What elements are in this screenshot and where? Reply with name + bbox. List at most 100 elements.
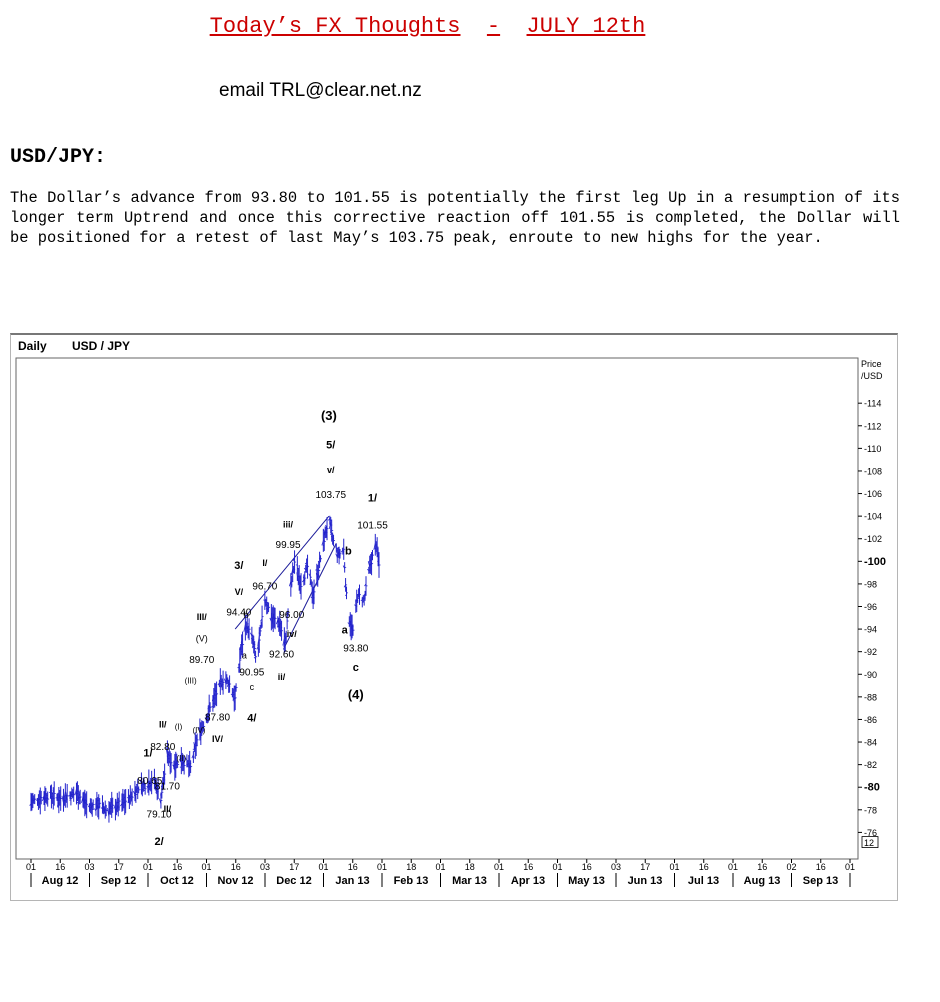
price-bar-open [107, 807, 110, 817]
price-bar-open [115, 799, 118, 801]
price-bar-open [199, 728, 203, 732]
price-bar-open [149, 781, 152, 784]
price-bar-open [75, 792, 78, 794]
wave-annotation: (V) [196, 634, 208, 644]
price-bar-open [165, 746, 168, 756]
price-bar-open [36, 798, 39, 805]
y-tick-label: -78 [864, 805, 877, 815]
price-bar-open [96, 805, 100, 809]
wave-annotation: 90.95 [239, 667, 264, 678]
price-bar-open [341, 548, 345, 554]
y-tick-label: -86 [864, 715, 877, 725]
wave-annotation: 81.70 [155, 781, 180, 792]
price-chart: (3) 5/v/103.75 1/101.55 b a 93.80 c (4) iii/99.9… [15, 339, 886, 887]
price-bar-open [100, 807, 103, 809]
price-bar-open [264, 603, 267, 606]
wave-annotation: III/ [197, 612, 208, 622]
price-bar-open [362, 597, 365, 600]
x-month-label: Mar 13 [452, 875, 487, 887]
price-bar-open [185, 758, 188, 761]
price-bar-open [329, 533, 332, 535]
wave-annotation: II/ [164, 804, 172, 814]
price-bar-open [367, 561, 371, 567]
price-bar-open [136, 783, 138, 786]
x-month-label: Dec 12 [276, 875, 311, 887]
price-bar-open [44, 798, 48, 802]
price-bar-open [264, 601, 267, 604]
price-bar-open [336, 549, 339, 552]
price-bar-open [133, 791, 136, 796]
wave-annotation: 79.10 [147, 810, 172, 821]
wave-annotation: (II) [176, 754, 186, 763]
price-bar-open [194, 742, 197, 746]
price-bar-open [173, 761, 177, 769]
plot-area-border [15, 357, 859, 860]
x-day-tick-label: 01 [143, 862, 153, 872]
price-bar-open [137, 787, 139, 790]
price-bar-open [257, 635, 260, 647]
x-day-tick-label: 03 [611, 862, 621, 872]
wave-annotation: 92.60 [269, 649, 294, 660]
price-bar-open [219, 678, 222, 681]
x-day-tick-label: 16 [231, 862, 241, 872]
wave-annotation: 93.80 [343, 644, 368, 655]
price-bar-open [71, 792, 75, 799]
price-bar-open [61, 795, 64, 804]
price-bar-open [299, 580, 302, 590]
page-title-date: JULY 12th [526, 14, 646, 39]
wave-annotation: 96.70 [252, 582, 277, 593]
price-bar-open [245, 625, 248, 628]
wave-annotation: 103.75 [315, 490, 346, 501]
price-bar-open [159, 792, 163, 796]
price-bar-open [207, 707, 210, 710]
price-bar-open [122, 796, 126, 800]
price-bar-open [328, 518, 331, 521]
page-title: Today’s FX Thoughts - JULY 12th [0, 14, 855, 39]
price-bar-open [310, 596, 313, 599]
price-bar-open [302, 579, 305, 583]
price-bar-open [135, 789, 138, 791]
x-month-label: Oct 12 [160, 875, 194, 887]
wave-annotation: iv/ [287, 629, 298, 639]
x-month-label: Feb 13 [394, 875, 429, 887]
price-bar-open [308, 573, 311, 577]
commentary-paragraph: The Dollar’s advance from 93.80 to 101.5… [10, 189, 900, 247]
x-day-tick-label: 01 [669, 862, 679, 872]
price-bar-open [369, 561, 372, 566]
price-bar-open [57, 793, 61, 802]
x-day-tick-label: 03 [260, 862, 270, 872]
price-bar-open [50, 796, 53, 801]
wave-annotation: V/ [235, 587, 244, 597]
price-bar-open [186, 762, 190, 766]
price-bar-open [305, 565, 308, 570]
x-month-label: Jun 13 [628, 875, 663, 887]
y-tick-label: -98 [864, 579, 877, 589]
price-bar-open [259, 624, 262, 627]
chart-frame: (3) 5/v/103.75 1/101.55 b a 93.80 c (4) iii/99.9… [10, 333, 898, 901]
x-day-tick-label: 16 [348, 862, 358, 872]
price-bar-open [114, 809, 117, 811]
chart-frequency-label: Daily [18, 339, 47, 353]
price-bar-open [283, 641, 286, 647]
wave-annotation: 2/ [154, 836, 163, 848]
x-day-tick-label: 18 [465, 862, 475, 872]
price-bar-open [218, 684, 221, 688]
wave-annotation: 89.70 [189, 655, 214, 666]
price-bar-open [256, 645, 259, 650]
price-bar-open [247, 627, 250, 634]
wave-annotation: v/ [327, 465, 335, 475]
price-bar-open [123, 801, 127, 807]
x-day-tick-label: 01 [201, 862, 211, 872]
price-bar-open [328, 522, 332, 530]
y-tick-label: -114 [864, 399, 881, 409]
price-bar-open [37, 797, 40, 802]
price-bar-open [244, 627, 247, 630]
x-day-tick-label: 02 [786, 862, 796, 872]
y-tick-label: -102 [864, 534, 882, 544]
price-bar-open [367, 569, 370, 571]
x-day-tick-label: 16 [699, 862, 709, 872]
wave-annotation: I/ [262, 558, 268, 568]
price-bar-open [82, 797, 86, 805]
price-bar-open [335, 553, 338, 558]
price-bar-open [116, 805, 119, 811]
